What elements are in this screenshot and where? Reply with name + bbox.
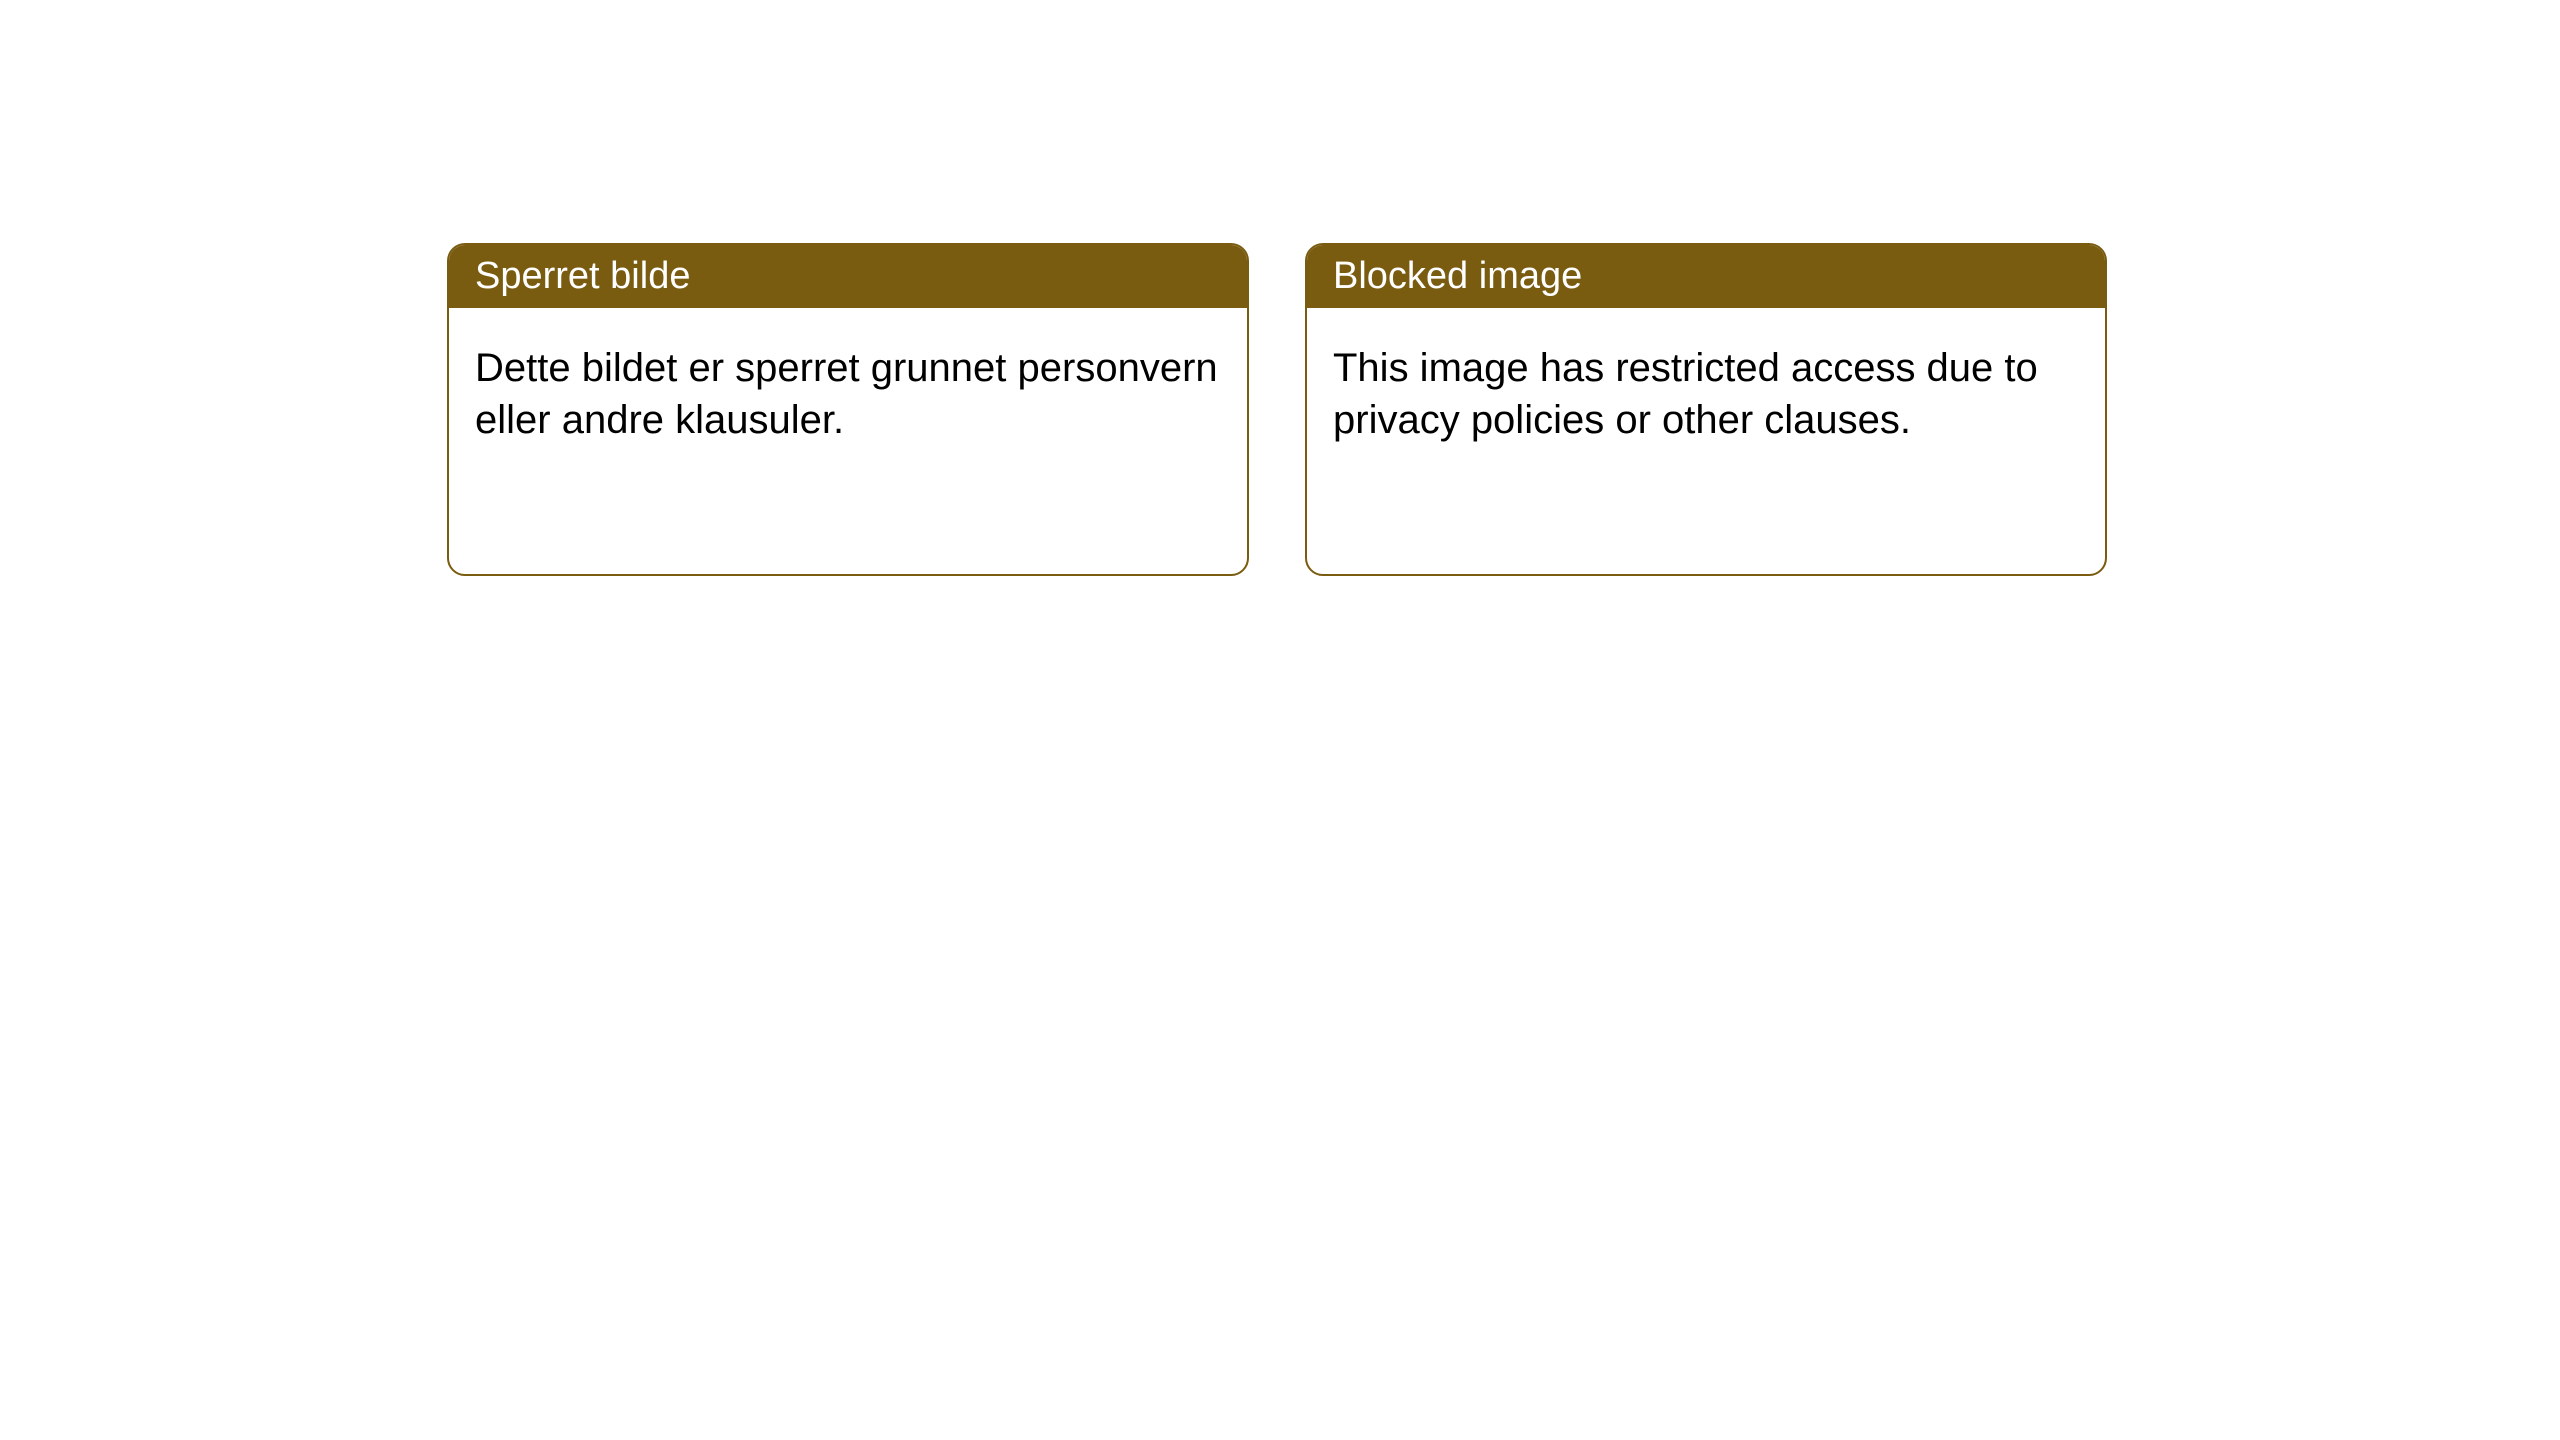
notice-card-norwegian: Sperret bilde Dette bildet er sperret gr… [447, 243, 1249, 576]
card-header-text: Blocked image [1333, 255, 1582, 297]
card-body: This image has restricted access due to … [1307, 308, 2105, 480]
card-body-text: Dette bildet er sperret grunnet personve… [475, 346, 1218, 442]
notice-card-english: Blocked image This image has restricted … [1305, 243, 2107, 576]
card-header: Sperret bilde [449, 245, 1247, 308]
card-header: Blocked image [1307, 245, 2105, 308]
card-body: Dette bildet er sperret grunnet personve… [449, 308, 1247, 480]
card-header-text: Sperret bilde [475, 255, 690, 297]
notice-container: Sperret bilde Dette bildet er sperret gr… [0, 0, 2560, 576]
card-body-text: This image has restricted access due to … [1333, 346, 2038, 442]
